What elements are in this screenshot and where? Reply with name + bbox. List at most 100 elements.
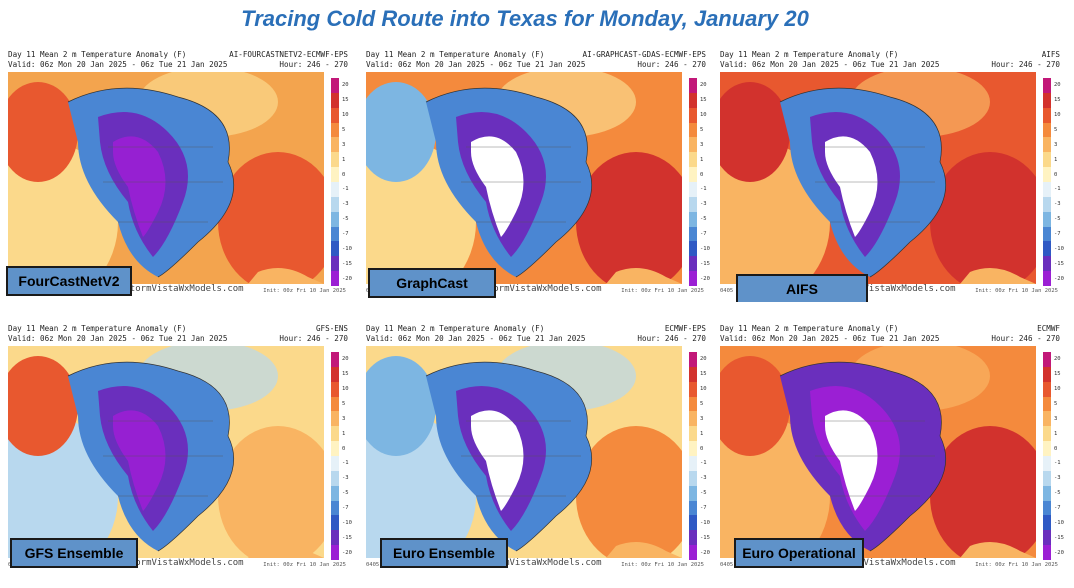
- color-scale-tick: 10: [1054, 112, 1061, 119]
- color-scale-tick: 5: [700, 401, 704, 407]
- color-scale-segment: [689, 107, 697, 123]
- color-scale-segment: [1043, 515, 1051, 531]
- temperature-anomaly-map: [8, 72, 324, 284]
- color-scale-tick: 1: [1054, 430, 1058, 437]
- model-label: AIFS: [736, 274, 868, 302]
- temperature-anomaly-map: [720, 72, 1036, 284]
- color-scale-segment: [331, 196, 339, 212]
- map-panel-fourcastnet: Day 11 Mean 2 m Temperature Anomaly (F) V…: [4, 48, 354, 302]
- color-scale-tick: 0: [342, 171, 346, 178]
- color-scale-ticks: 20 15 10 5 3 1 0 -1 -3 -5 -7 -10 -15 -20: [1054, 352, 1066, 560]
- color-scale-tick: 1: [1054, 156, 1058, 163]
- init-time: Init: 00z Fri 10 Jan 2025: [621, 562, 704, 568]
- color-scale-segment: [1043, 107, 1051, 123]
- color-scale-segment: [1043, 226, 1051, 242]
- color-scale-tick: -10: [342, 245, 352, 252]
- color-scale-segment: [331, 182, 339, 197]
- color-scale-tick: -5: [1054, 216, 1061, 223]
- color-scale-tick: 3: [342, 141, 346, 148]
- color-scale-tick: -5: [342, 490, 349, 497]
- color-scale-segment: [689, 167, 697, 182]
- model-label: GFS Ensemble: [10, 538, 138, 568]
- color-scale-tick: -15: [1054, 260, 1064, 267]
- color-scale-segment: [1043, 441, 1051, 456]
- color-scale-segment: [689, 515, 697, 531]
- color-scale-segment: [689, 456, 697, 471]
- color-scale-tick: -3: [700, 475, 707, 482]
- color-scale-tick: 10: [342, 112, 349, 119]
- color-scale-segment: [331, 396, 339, 412]
- site-credit: StormVistaWxModels.com: [124, 558, 244, 568]
- map-header-line1: Day 11 Mean 2 m Temperature Anomaly (F): [366, 324, 545, 333]
- color-scale-segment: [689, 352, 697, 367]
- forecast-hour: Hour: 246 - 270: [637, 334, 706, 343]
- color-scale-ticks: 20 15 10 5 3 1 0 -1 -3 -5 -7 -10 -15 -20: [342, 78, 354, 286]
- map-header-line1: Day 11 Mean 2 m Temperature Anomaly (F): [8, 324, 187, 333]
- color-scale-tick: 3: [342, 415, 346, 422]
- color-scale-tick: -5: [700, 216, 707, 223]
- color-scale-tick: -5: [1054, 490, 1061, 497]
- color-scale-tick: 3: [700, 141, 704, 148]
- color-scale-segment: [689, 530, 697, 546]
- map-header-line2: Valid: 06z Mon 20 Jan 2025 - 06z Tue 21 …: [720, 334, 940, 343]
- color-scale-segment: [1043, 182, 1051, 197]
- color-scale-tick: -7: [700, 505, 707, 511]
- site-credit: StormVistaWxModels.com: [482, 284, 602, 294]
- color-scale-segment: [1043, 167, 1051, 182]
- color-scale-tick: 0: [700, 445, 704, 452]
- color-scale-segment: [689, 78, 697, 93]
- color-scale-segment: [331, 515, 339, 531]
- color-scale-segment: [331, 545, 339, 560]
- color-scale-tick: 10: [700, 386, 707, 393]
- color-scale-segment: [1043, 122, 1051, 138]
- color-scale-segment: [689, 381, 697, 397]
- color-scale-segment: [331, 92, 339, 108]
- color-scale-tick: 0: [1054, 445, 1058, 452]
- color-scale-tick: 15: [700, 371, 707, 378]
- color-scale-tick: 5: [700, 127, 704, 133]
- color-scale-tick: -3: [700, 201, 707, 208]
- color-scale-tick: -15: [1054, 534, 1064, 541]
- color-scale-segment: [1043, 92, 1051, 108]
- map-panel-gfs-ensemble: Day 11 Mean 2 m Temperature Anomaly (F) V…: [4, 322, 354, 576]
- color-scale-segment: [331, 352, 339, 367]
- map-header-line2: Valid: 06z Mon 20 Jan 2025 - 06z Tue 21 …: [8, 60, 228, 69]
- color-scale-segment: [689, 152, 697, 168]
- color-scale-segment: [331, 241, 339, 257]
- color-scale-segment: [1043, 411, 1051, 427]
- map-header-line2: Valid: 06z Mon 20 Jan 2025 - 06z Tue 21 …: [8, 334, 228, 343]
- color-scale-segment: [689, 211, 697, 227]
- map-header-line1: Day 11 Mean 2 m Temperature Anomaly (F): [720, 324, 899, 333]
- color-scale-tick: -15: [700, 534, 710, 541]
- color-scale-tick: 15: [700, 97, 707, 104]
- color-scale-segment: [331, 211, 339, 227]
- color-scale-tick: -10: [1054, 519, 1064, 526]
- map-header-line2: Valid: 06z Mon 20 Jan 2025 - 06z Tue 21 …: [366, 334, 586, 343]
- color-scale-tick: 15: [342, 371, 349, 378]
- color-scale-segment: [331, 470, 339, 486]
- color-scale-segment: [331, 411, 339, 427]
- color-scale-segment: [331, 167, 339, 182]
- color-scale-segment: [331, 78, 339, 93]
- color-scale-tick: 20: [700, 82, 707, 89]
- color-scale-segment: [1043, 500, 1051, 516]
- color-scale-tick: 3: [1054, 415, 1058, 422]
- color-scale-tick: 3: [700, 415, 704, 422]
- color-scale-tick: 20: [342, 82, 349, 89]
- model-name: AI-FOURCASTNETV2-ECMWF-EPS: [229, 50, 348, 59]
- color-scale-segment: [1043, 152, 1051, 168]
- model-name: AI-GRAPHCAST-GDAS-ECMWF-EPS: [582, 50, 706, 59]
- color-scale-tick: 1: [700, 430, 704, 437]
- color-scale-segment: [331, 107, 339, 123]
- color-scale-segment: [331, 271, 339, 286]
- model-label: GraphCast: [368, 268, 496, 298]
- color-scale-segment: [331, 456, 339, 471]
- color-scale-tick: -10: [1054, 245, 1064, 252]
- color-scale-segment: [1043, 352, 1051, 367]
- color-scale-tick: -1: [700, 186, 707, 193]
- color-scale-segment: [331, 500, 339, 516]
- color-scale-tick: -20: [700, 549, 710, 556]
- forecast-hour: Hour: 246 - 270: [637, 60, 706, 69]
- color-scale-segment: [689, 122, 697, 138]
- color-scale-tick: -1: [1054, 186, 1061, 193]
